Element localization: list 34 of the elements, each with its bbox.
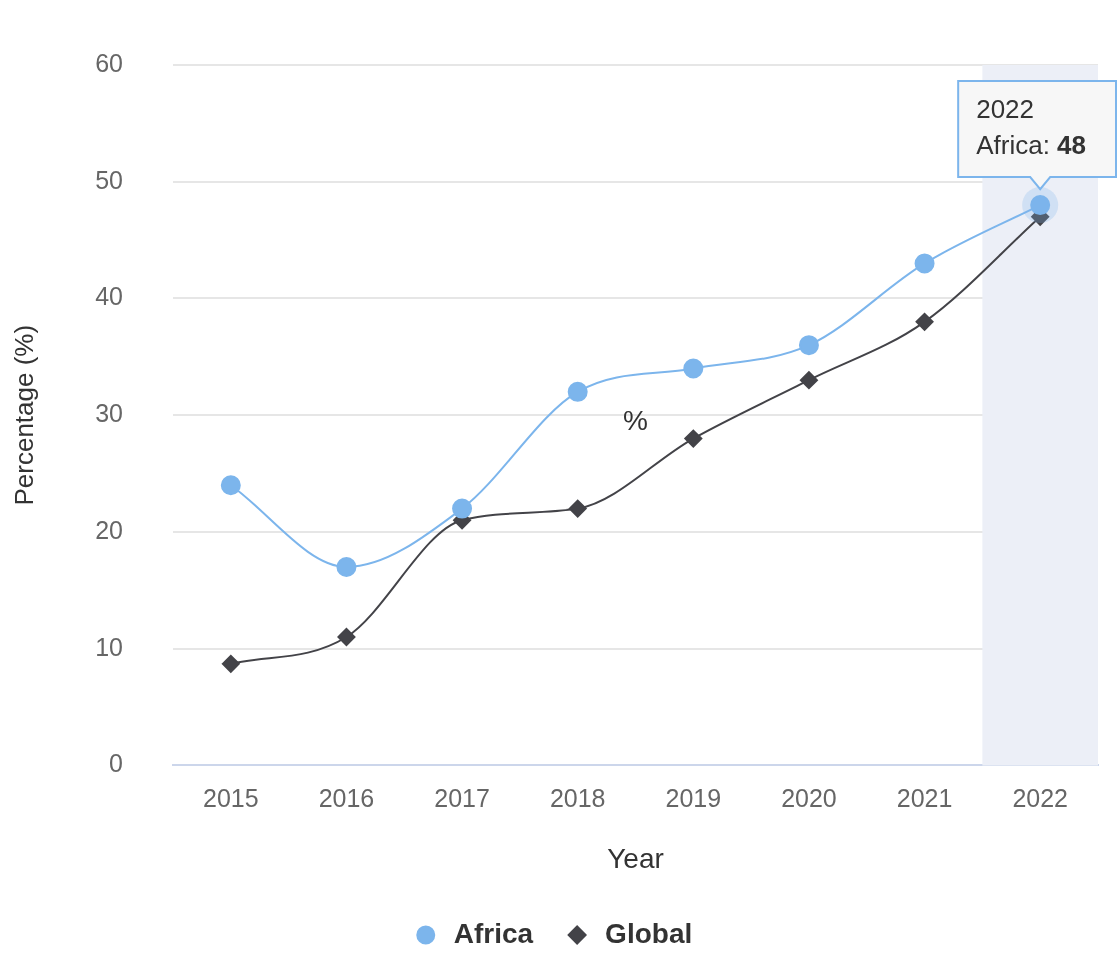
- y-tick-label: 40: [95, 282, 124, 311]
- x-tick-label: 2022: [1012, 784, 1068, 813]
- point: [915, 312, 934, 331]
- y-tick-label: 10: [95, 632, 124, 661]
- y-axis-title: Percentage (%): [8, 324, 39, 506]
- point: [221, 654, 240, 673]
- y-tick-label: 0: [109, 749, 124, 778]
- x-tick-label: 2019: [665, 784, 722, 813]
- x-tick-label: 2016: [318, 784, 375, 813]
- annotation: 2022 Africa: 48: [976, 94, 1086, 161]
- legend-label: Africa: [453, 917, 534, 949]
- y-tick-label: 60: [95, 48, 124, 77]
- x-tick-label: 2017: [434, 784, 490, 813]
- point: [799, 371, 818, 390]
- point: [798, 335, 819, 356]
- y-tick-label: 20: [95, 515, 124, 544]
- point: [567, 381, 588, 402]
- y-tick-label: 50: [95, 165, 124, 194]
- point: [568, 499, 587, 518]
- x-tick-label: 2018: [549, 784, 606, 813]
- x-axis-title: Year: [607, 842, 664, 874]
- x-tick-label: 2021: [896, 784, 953, 813]
- x-tick-label: 2020: [781, 784, 837, 813]
- point: [337, 627, 356, 646]
- point: [336, 556, 357, 577]
- point: [220, 475, 241, 496]
- point: [914, 253, 935, 274]
- annotation: %: [623, 404, 648, 436]
- y-tick-label: 30: [95, 399, 124, 428]
- point: [452, 498, 473, 519]
- x-tick-label: 2015: [203, 784, 259, 813]
- point: [684, 429, 703, 448]
- legend-label: Global: [605, 917, 693, 949]
- point: [683, 358, 704, 379]
